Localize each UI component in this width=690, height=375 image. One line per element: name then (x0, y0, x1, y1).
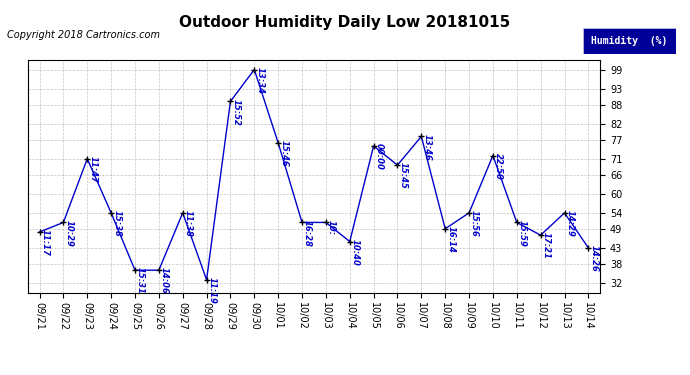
Text: 11:17: 11:17 (41, 229, 50, 256)
Text: 11:47: 11:47 (88, 156, 97, 183)
Text: 15:31: 15:31 (136, 267, 145, 294)
Text: Copyright 2018 Cartronics.com: Copyright 2018 Cartronics.com (7, 30, 160, 40)
Text: 15:38: 15:38 (112, 210, 121, 237)
Text: 13:34: 13:34 (255, 67, 264, 94)
Text: 17:21: 17:21 (542, 232, 551, 259)
Text: 11:38: 11:38 (184, 210, 193, 237)
Text: 15:56: 15:56 (470, 210, 479, 237)
Text: 16:14: 16:14 (446, 226, 455, 253)
Text: 00:00: 00:00 (375, 143, 384, 170)
Text: 15:46: 15:46 (279, 140, 288, 167)
Text: Humidity  (%): Humidity (%) (591, 36, 668, 46)
Text: 10:40: 10:40 (351, 239, 359, 266)
Text: 14:29: 14:29 (566, 210, 575, 237)
Text: 15:52: 15:52 (231, 99, 241, 126)
Text: 14:26: 14:26 (589, 245, 598, 272)
Text: 13:46: 13:46 (422, 134, 431, 160)
Text: 10:29: 10:29 (64, 220, 73, 246)
Text: 14:06: 14:06 (160, 267, 169, 294)
Text: 15:45: 15:45 (399, 162, 408, 189)
Text: Outdoor Humidity Daily Low 20181015: Outdoor Humidity Daily Low 20181015 (179, 15, 511, 30)
Text: 22:50: 22:50 (494, 153, 503, 180)
Text: 15:59: 15:59 (518, 220, 527, 246)
Text: 16:28: 16:28 (303, 220, 312, 246)
Text: 10:: 10: (327, 220, 336, 235)
Text: 11:19: 11:19 (208, 277, 217, 304)
